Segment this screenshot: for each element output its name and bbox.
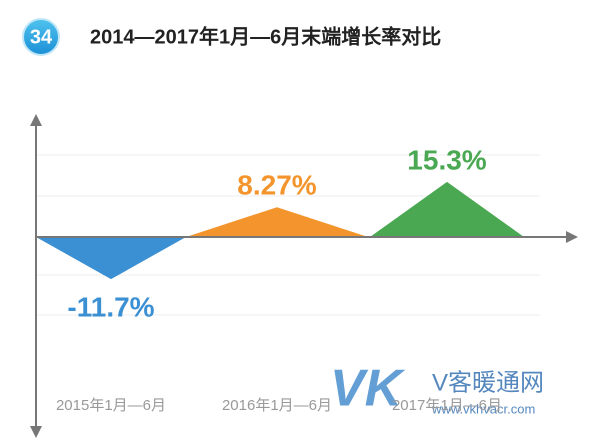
y-arrow <box>30 426 42 438</box>
watermark: VK V客暖通网 www.vkhvacr.com <box>330 360 544 418</box>
badge-circle <box>22 18 60 56</box>
x-tick-label: 2016年1月—6月 <box>222 397 332 414</box>
triangle <box>186 207 368 237</box>
triangle <box>36 237 186 280</box>
badge-number: 34 <box>30 26 53 48</box>
value-label: 15.3% <box>407 144 486 175</box>
x-tick-label: 2015年1月—6月 <box>56 397 166 414</box>
triangle <box>370 181 524 237</box>
x-arrow <box>566 231 578 243</box>
watermark-logo: VK <box>330 360 406 418</box>
value-label: 8.27% <box>237 170 316 201</box>
x-tick-label: 2017年1月—6月 <box>392 397 502 414</box>
value-label: -11.7% <box>67 292 154 323</box>
watermark-name: V客暖通网 <box>432 369 544 396</box>
chart-title: 2014—2017年1月—6月末端增长率对比 <box>90 24 441 48</box>
watermark-url: www.vkhvacr.com <box>431 401 535 416</box>
grid <box>36 154 540 316</box>
y-arrow <box>30 114 42 126</box>
